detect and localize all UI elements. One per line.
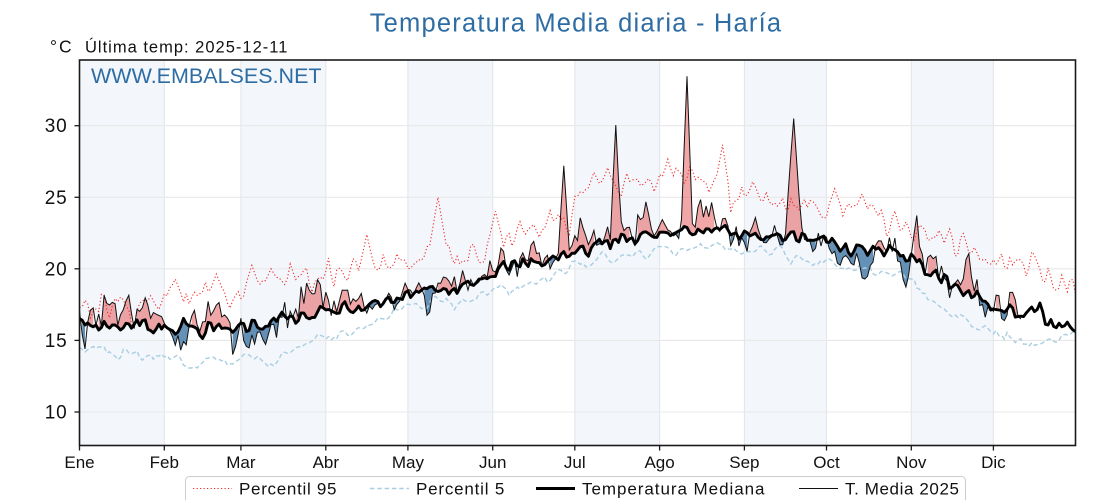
svg-text:Oct: Oct <box>813 453 840 472</box>
svg-text:20: 20 <box>45 259 68 280</box>
svg-text:15: 15 <box>45 331 68 352</box>
svg-text:Última temp: 2025-12-11: Última temp: 2025-12-11 <box>85 38 288 57</box>
svg-text:Temperatura Mediana: Temperatura Mediana <box>582 480 765 499</box>
svg-text:Ene: Ene <box>64 453 94 472</box>
svg-text:T. Media 2025: T. Media 2025 <box>845 480 960 499</box>
svg-text:Abr: Abr <box>313 453 340 472</box>
svg-text:30: 30 <box>45 116 68 137</box>
svg-text:WWW.EMBALSES.NET: WWW.EMBALSES.NET <box>91 64 322 88</box>
svg-text:Percentil 5: Percentil 5 <box>416 480 505 499</box>
svg-text:Dic: Dic <box>981 453 1006 472</box>
svg-text:Jul: Jul <box>564 453 586 472</box>
svg-text:Percentil 95: Percentil 95 <box>239 480 337 499</box>
svg-text:Nov: Nov <box>896 453 927 472</box>
svg-text:10: 10 <box>45 403 68 424</box>
svg-text:°C: °C <box>50 37 74 57</box>
svg-text:Temperatura Media diaria - Har: Temperatura Media diaria - Haría <box>370 10 783 38</box>
svg-text:Sep: Sep <box>729 453 759 472</box>
svg-text:Ago: Ago <box>644 453 674 472</box>
svg-text:Mar: Mar <box>226 453 256 472</box>
svg-text:25: 25 <box>45 188 68 209</box>
svg-text:Feb: Feb <box>150 453 179 472</box>
svg-text:May: May <box>392 453 425 472</box>
svg-text:Jun: Jun <box>479 453 506 472</box>
